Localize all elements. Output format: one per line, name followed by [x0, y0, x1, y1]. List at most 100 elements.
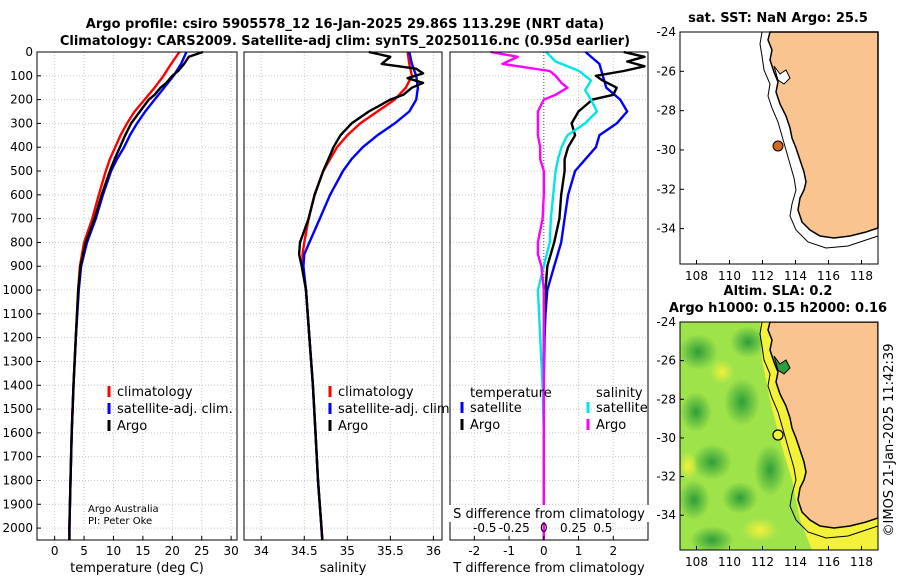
plot-area	[450, 52, 648, 540]
map-y-tick-label: -26	[656, 64, 676, 78]
map-x-tick-label: 114	[784, 269, 807, 283]
x-tick-label: 36	[426, 544, 441, 558]
x-axis-label: salinity	[320, 561, 367, 576]
sla-low-blob	[722, 482, 758, 514]
temperature-panel: 0 5 10 15 20 25 30 temperature (deg C) 0 100 200 30…	[2, 45, 238, 576]
x-tick-label: 30	[223, 544, 238, 558]
y-tick-label: 1500	[2, 402, 33, 416]
legend-label: climatology	[117, 385, 193, 400]
plot-frame	[449, 51, 649, 541]
map-x-tick-label: 110	[718, 269, 741, 283]
y-tick-label: 1600	[2, 426, 33, 440]
map-x-tick-label: 108	[685, 555, 708, 569]
s-tick-label: 0.25	[560, 521, 587, 535]
map-x-tick-label: 114	[784, 555, 807, 569]
map-y-tick-label: -28	[656, 104, 676, 118]
x-tick-label: 1	[575, 544, 583, 558]
s-label-background	[448, 505, 652, 522]
sla-low-blob	[680, 480, 710, 520]
sla-low-blob	[724, 378, 760, 426]
map-y-tick-label: -24	[656, 315, 676, 329]
map-y-tick-label: -34	[656, 508, 676, 522]
map-x-tick-label: 110	[718, 555, 741, 569]
map-y-tick-label: -28	[656, 392, 676, 406]
sla-low-blob	[680, 392, 712, 432]
sst-shelf-contour	[759, 31, 879, 249]
x-tick-label: 35	[340, 544, 355, 558]
legend-label: Argo	[338, 419, 368, 434]
x-tick-label: -1	[503, 544, 515, 558]
sst-map-frame	[679, 31, 879, 265]
s-tick-label: 0	[540, 521, 548, 535]
y-tick-label: 800	[10, 235, 33, 249]
y-tick-label: 600	[10, 188, 33, 202]
sla-map-title-1: Altim. SLA: 0.2	[724, 284, 833, 299]
s-tick-label: -0.5	[473, 521, 496, 535]
x-tick-label: 25	[194, 544, 209, 558]
sla-low-blob	[730, 326, 766, 358]
series-line-argo	[297, 50, 425, 541]
plot-frame	[243, 51, 443, 541]
series-line-argo	[68, 50, 204, 540]
map-x-tick-label: 112	[751, 269, 774, 283]
imos-stamp: ©IMOS 21-Jan-2025 11:42:39	[882, 344, 897, 537]
y-tick-label: 300	[10, 116, 33, 130]
y-tick-label: 1900	[2, 497, 33, 511]
x-tick-label: 15	[135, 544, 150, 558]
y-tick-label: 100	[10, 69, 33, 83]
plot-frame	[36, 51, 238, 541]
y-tick-label: 400	[10, 140, 33, 154]
map-x-tick-label: 112	[751, 555, 774, 569]
sla-high-blob	[742, 518, 778, 542]
legend-header-temperature: temperature	[470, 386, 552, 401]
map-y-tick-label: -30	[656, 431, 676, 445]
sst-shark-bay	[773, 65, 791, 85]
x-tick-label: 34	[254, 544, 269, 558]
sst-map-ticks: 108 110 112 114 116 118 -24 -26 -28 -30 -32 -34	[656, 25, 873, 283]
legend-label: Argo	[596, 418, 626, 433]
sla-low-blob	[680, 334, 718, 370]
y-tick-label: 900	[10, 259, 33, 273]
credit-line-1: Argo Australia	[88, 504, 159, 515]
sla-argo-marker	[772, 429, 784, 441]
y-tick-label: 1100	[2, 307, 33, 321]
map-y-tick-label: -34	[656, 222, 676, 236]
s-tick-label: -0.25	[499, 521, 530, 535]
sla-map-frame	[679, 321, 879, 551]
x-tick-label: 10	[106, 544, 121, 558]
map-x-tick-label: 108	[685, 269, 708, 283]
y-tick-label: 1400	[2, 378, 33, 392]
legend-label: satellite	[596, 401, 648, 416]
legend-label: satellite-adj. clim.	[338, 402, 454, 417]
sla-shelf-contour	[759, 322, 878, 539]
plot-area	[244, 52, 442, 540]
figure-title-1: Argo profile: csiro 5905578_12 16-Jan-20…	[86, 17, 604, 32]
y-tick-label: 1700	[2, 450, 33, 464]
x-tick-label: -2	[468, 544, 480, 558]
x-tick-label: 2	[609, 544, 617, 558]
sst-map-title: sat. SST: NaN Argo: 25.5	[688, 11, 868, 26]
legend-label: Argo	[117, 419, 147, 434]
x-axis-label: temperature (deg C)	[70, 561, 204, 576]
x-tick-label: 20	[165, 544, 180, 558]
sla-low-blob	[690, 526, 734, 550]
x-tick-label: 0	[51, 544, 59, 558]
y-tick-label: 2000	[2, 521, 33, 535]
x-tick-label: 0	[540, 544, 548, 558]
x-tick-label: 5	[80, 544, 88, 558]
map-y-tick-label: -26	[656, 354, 676, 368]
legend-label: Argo	[470, 418, 500, 433]
sla-shark-bay	[773, 355, 791, 375]
credit-line-2: PI: Peter Oke	[88, 516, 152, 527]
sla-land	[767, 322, 878, 529]
sst-land	[767, 31, 879, 239]
sla-low-blob	[754, 444, 786, 496]
legend-header-salinity: salinity	[596, 386, 643, 401]
y-tick-label: 1800	[2, 473, 33, 487]
s-axis-label: S difference from climatology	[453, 507, 645, 522]
y-tick-label: 200	[10, 93, 33, 107]
legend-label: satellite	[470, 401, 522, 416]
legend-label: satellite-adj. clim.	[117, 402, 233, 417]
x-axis-label: T difference from climatology	[452, 561, 645, 576]
